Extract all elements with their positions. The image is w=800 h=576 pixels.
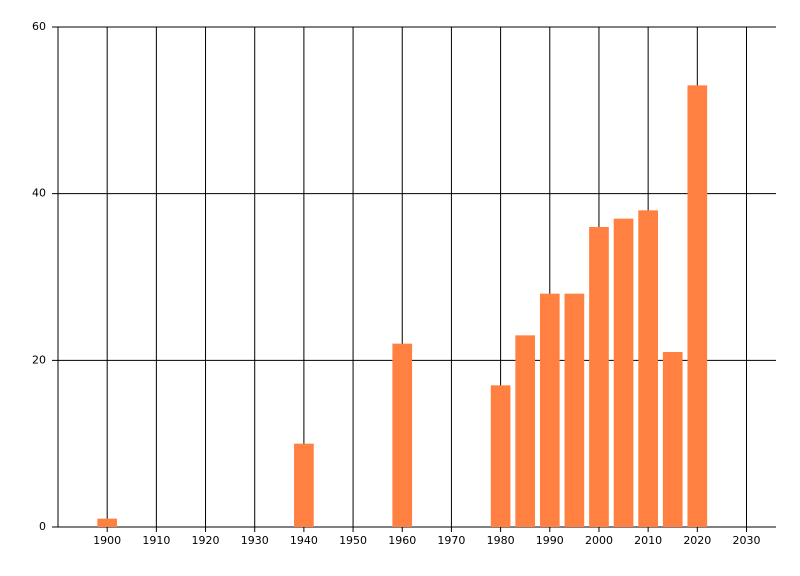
x-tick-label: 2000 — [585, 534, 613, 547]
bar — [515, 335, 536, 527]
x-tick-label: 2020 — [683, 534, 711, 547]
y-tick-label: 0 — [39, 520, 46, 533]
bar — [97, 518, 118, 527]
x-tick-label: 1910 — [142, 534, 170, 547]
bar — [589, 227, 609, 527]
x-tick-label: 1980 — [487, 534, 515, 547]
y-tick-label: 60 — [32, 20, 46, 33]
x-tick-label: 1920 — [192, 534, 220, 547]
x-tick-label: 1970 — [437, 534, 465, 547]
bar — [294, 443, 314, 527]
bar — [564, 293, 585, 527]
y-tick-label: 40 — [32, 187, 46, 200]
bar — [392, 343, 413, 527]
x-tick-label: 1990 — [536, 534, 564, 547]
bar — [613, 218, 634, 527]
bar — [662, 352, 683, 527]
y-tick-label: 20 — [32, 353, 46, 366]
x-tick-label: 1960 — [388, 534, 416, 547]
bar — [539, 293, 560, 527]
x-tick-label: 2030 — [732, 534, 760, 547]
x-tick-label: 1950 — [339, 534, 367, 547]
bar — [638, 210, 658, 528]
bar — [687, 85, 708, 527]
x-tick-label: 1930 — [241, 534, 269, 547]
x-tick-label: 2010 — [634, 534, 662, 547]
bar — [490, 385, 511, 527]
x-tick-label: 1940 — [290, 534, 318, 547]
x-tick-label: 1900 — [93, 534, 121, 547]
